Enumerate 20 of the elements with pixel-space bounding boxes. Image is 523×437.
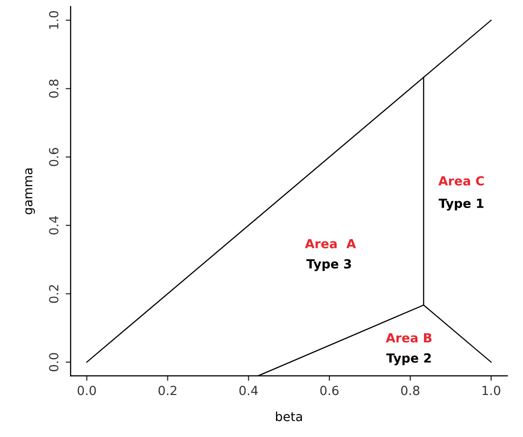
y-tick-label: 1.0	[49, 11, 58, 29]
annotation: Type 2	[386, 353, 431, 366]
annotation: Type 1	[438, 198, 484, 211]
x-tick-label: 0.8	[401, 386, 420, 396]
x-tick-label: 0.0	[78, 386, 96, 396]
x-tick-label: 0.4	[239, 386, 258, 396]
y-tick-label: 0.8	[49, 80, 58, 98]
y-tick-label: 0.0	[49, 353, 58, 372]
y-tick-label: 0.4	[49, 216, 58, 234]
y-axis-title: gamma	[25, 168, 35, 214]
annotation: Area B	[386, 333, 432, 343]
x-tick-label: 0.2	[158, 386, 176, 396]
annotation: Area A	[304, 239, 356, 248]
x-tick-label: 0.6	[320, 386, 339, 396]
annotation: Area C	[438, 176, 484, 186]
y-tick-label: 0.6	[49, 148, 58, 166]
annotation: Type 3	[306, 259, 351, 272]
x-tick-label: 1.0	[482, 386, 500, 396]
y-tick-label: 0.2	[49, 285, 58, 303]
x-axis-title: beta	[276, 412, 302, 422]
